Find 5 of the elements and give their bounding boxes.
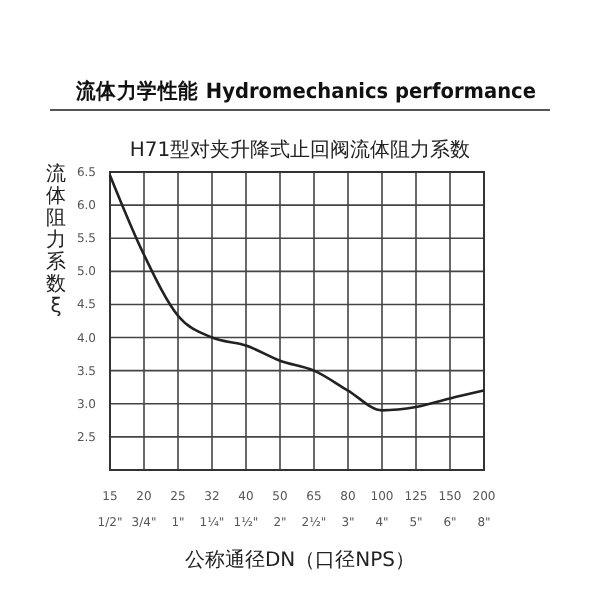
x-axis-title: 公称通径DN（口径NPS） bbox=[184, 548, 416, 572]
y-axis-title: 流体阻力系数 ξ bbox=[46, 162, 66, 318]
line-series bbox=[108, 174, 486, 412]
chart-subtitle: H71型对夹升降式止回阀流体阻力系数 bbox=[129, 138, 471, 162]
chart-title: 流体力学性能 Hydromechanics performance bbox=[74, 78, 570, 104]
